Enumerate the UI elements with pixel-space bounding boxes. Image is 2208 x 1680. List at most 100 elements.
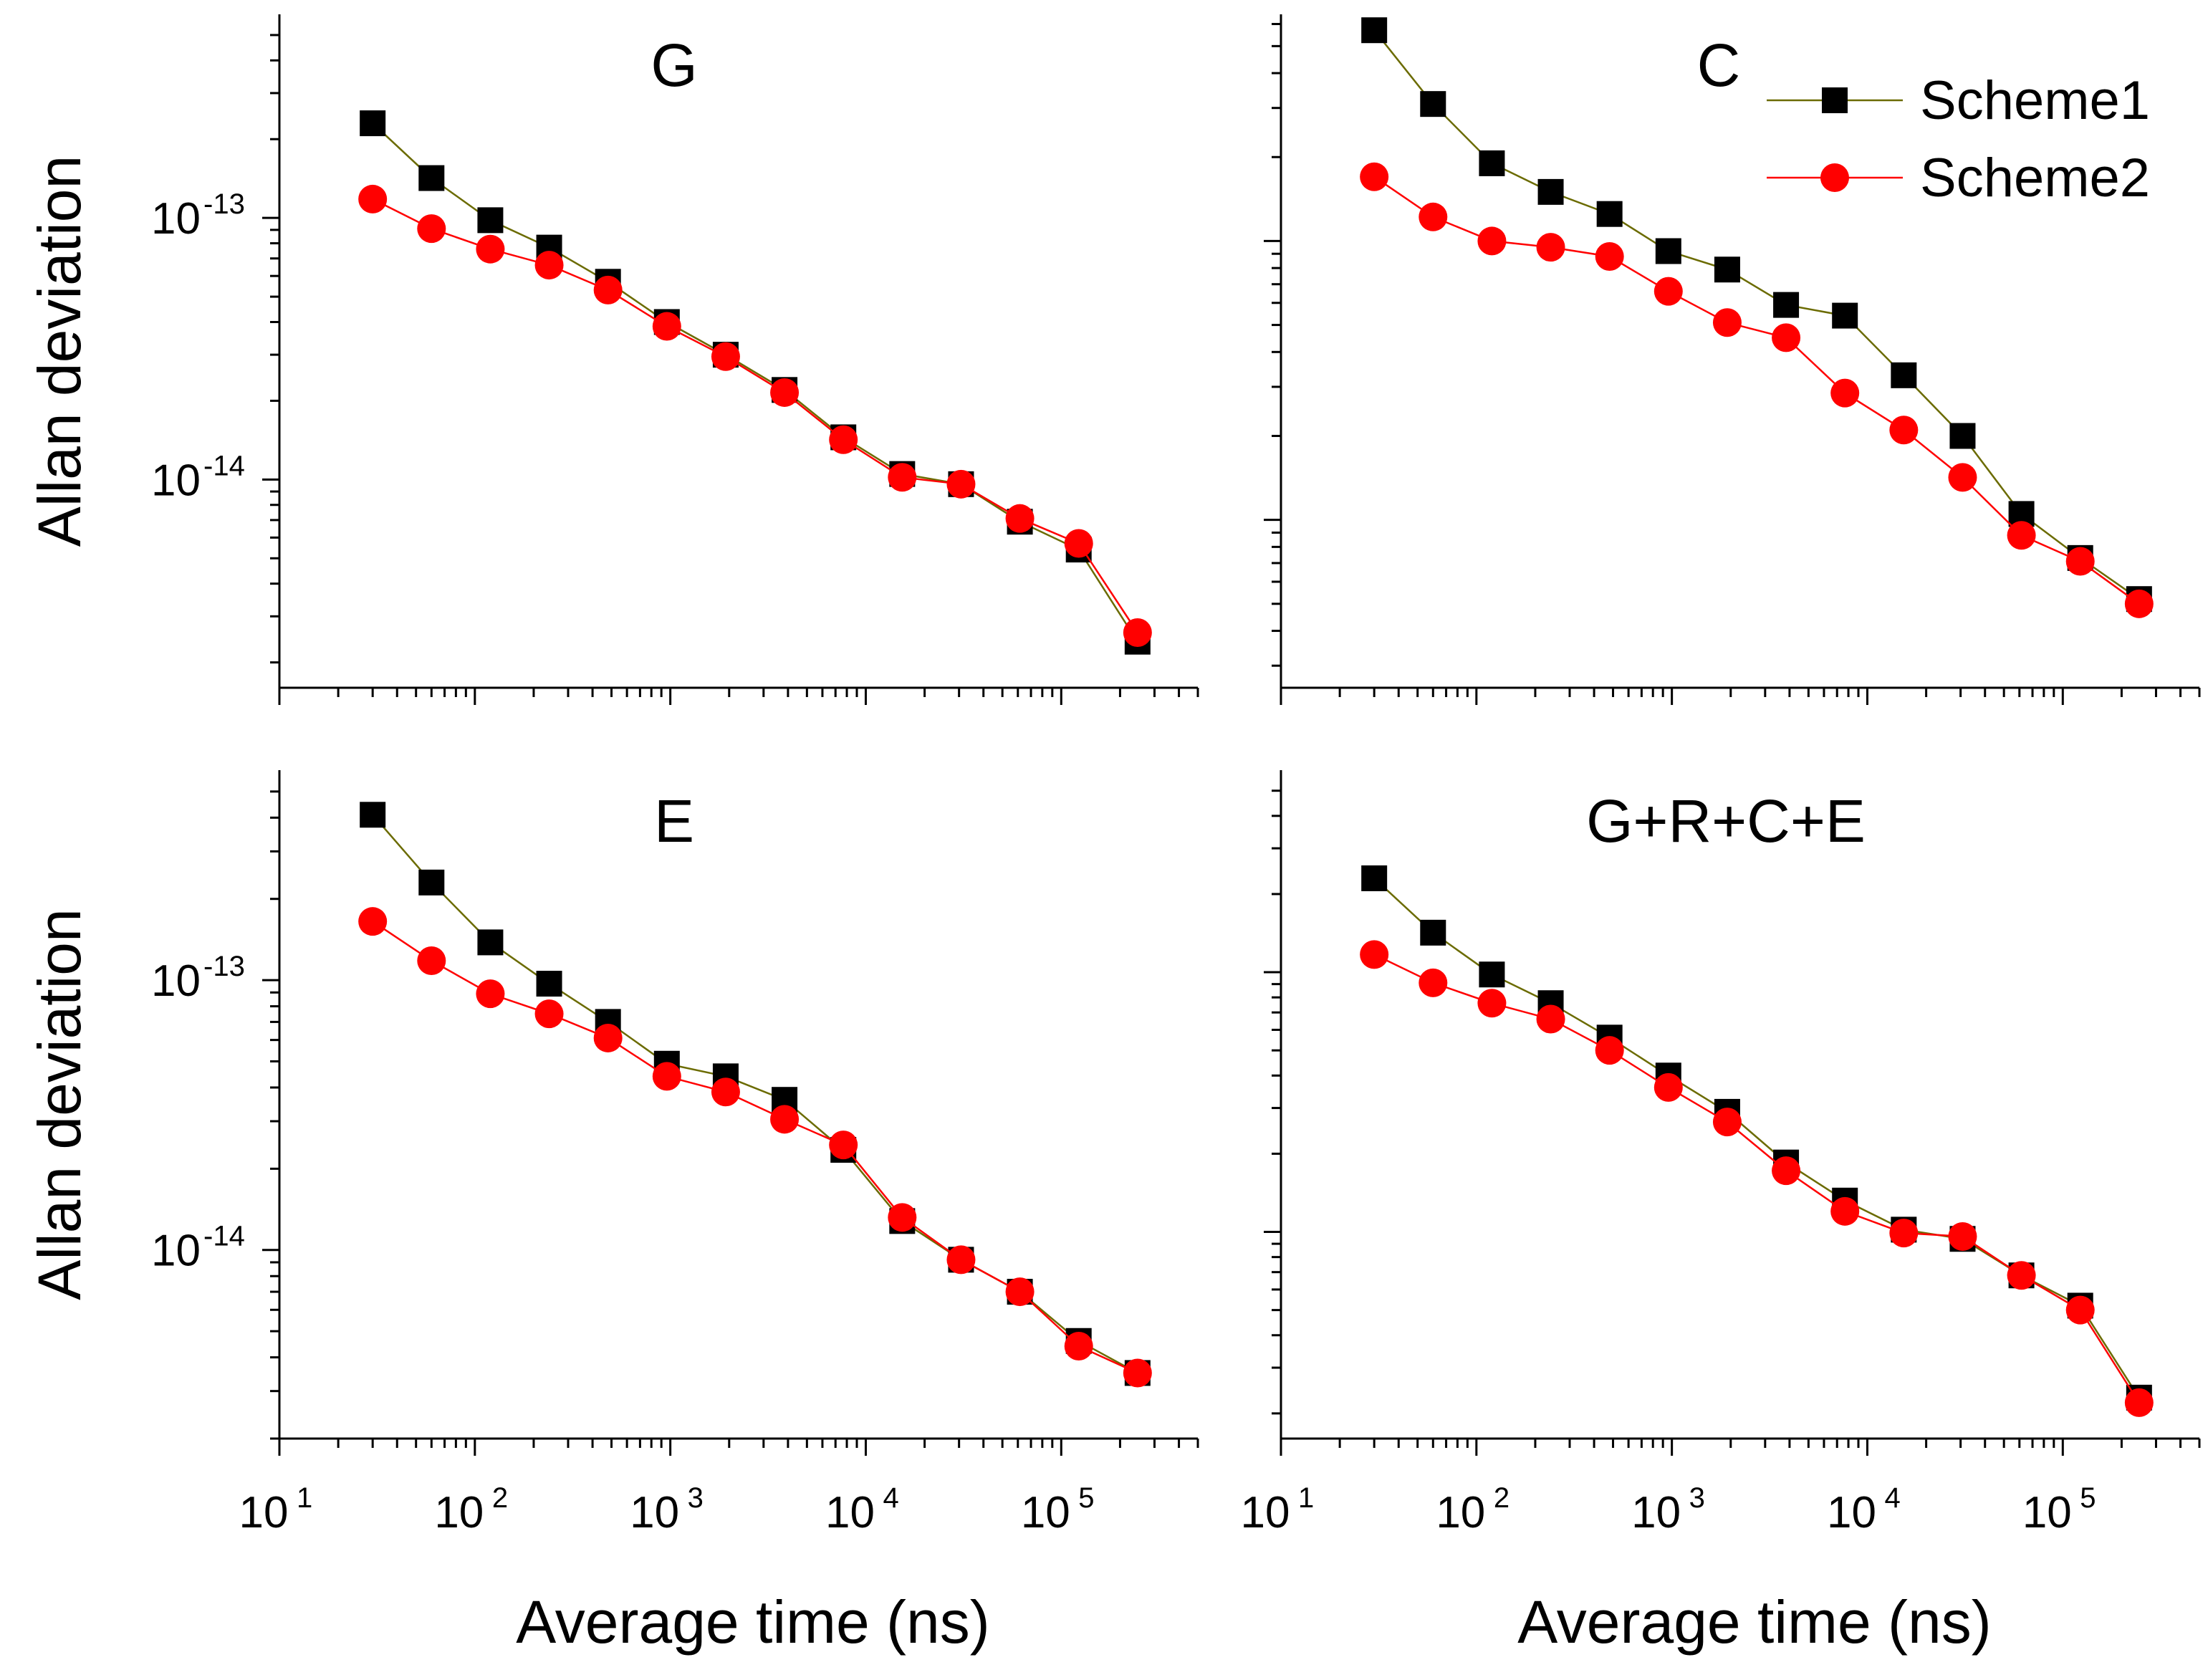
data-point-circle: [770, 1105, 800, 1134]
data-point-circle: [1653, 1072, 1683, 1102]
x-tick-label-exponent: 1: [297, 1482, 312, 1514]
legend-label: Scheme1: [1920, 70, 2150, 131]
y-tick-label: 10: [151, 1227, 201, 1276]
panel-title: G: [651, 32, 697, 99]
data-point-square: [1655, 238, 1681, 264]
data-point-circle: [1772, 1156, 1801, 1186]
data-point-square: [1420, 919, 1446, 946]
data-point-circle: [2065, 1295, 2095, 1325]
x-tick-label: 10: [1827, 1488, 1876, 1537]
data-point-circle: [829, 425, 858, 454]
panel-title: E: [654, 787, 694, 855]
data-point-square: [1361, 17, 1388, 44]
data-point-square: [360, 110, 386, 137]
series-scheme2: [1360, 162, 2154, 618]
data-point-square: [1773, 292, 1800, 318]
x-tick-label: 10: [239, 1488, 289, 1537]
data-point-circle: [652, 312, 681, 341]
data-point-circle: [1064, 1332, 1093, 1361]
x-tick-label-exponent: 1: [1298, 1482, 1314, 1514]
legend-marker-circle: [1820, 163, 1849, 192]
data-point-circle: [1123, 618, 1152, 647]
series-line: [1373, 954, 2140, 1403]
x-tick-label-exponent: 3: [1689, 1482, 1705, 1514]
data-point-circle: [888, 463, 917, 492]
data-point-circle: [1712, 1108, 1742, 1137]
y-axis-title: Allan deviation: [26, 155, 93, 547]
data-point-circle: [946, 469, 976, 499]
x-tick-label: 10: [434, 1488, 484, 1537]
data-point-circle: [1889, 1219, 1919, 1248]
data-point-circle: [476, 979, 505, 1009]
y-axis-title: Allan deviation: [26, 908, 93, 1300]
data-point-circle: [1948, 1221, 1977, 1251]
data-point-square: [477, 207, 504, 234]
data-point-square: [1949, 423, 1976, 449]
x-tick-label: 10: [1241, 1488, 1290, 1537]
series-scheme2: [358, 907, 1152, 1388]
series-scheme2: [1360, 940, 2154, 1417]
data-point-square: [1479, 961, 1505, 988]
data-point-circle: [1772, 323, 1801, 352]
x-axis-title: Average time (ns): [1517, 1588, 1991, 1656]
x-tick-label: 10: [1436, 1488, 1485, 1537]
legend-marker-square: [1822, 87, 1848, 113]
data-point-circle: [1830, 378, 1860, 408]
data-point-circle: [711, 342, 740, 371]
data-point-circle: [1536, 1004, 1565, 1034]
y-tick-label: 10: [151, 456, 201, 505]
data-point-circle: [1123, 1358, 1152, 1388]
data-point-square: [1479, 150, 1505, 176]
x-tick-label: 10: [2022, 1488, 2072, 1537]
data-point-circle: [1889, 416, 1919, 445]
x-tick-label-exponent: 5: [2080, 1482, 2096, 1514]
data-point-circle: [1477, 989, 1507, 1018]
data-point-circle: [1064, 529, 1093, 558]
x-tick-label: 10: [1021, 1488, 1070, 1537]
data-point-circle: [534, 999, 564, 1029]
data-point-circle: [534, 251, 564, 280]
data-point-circle: [2065, 547, 2095, 576]
data-point-circle: [417, 946, 446, 976]
x-tick-label-exponent: 4: [1884, 1482, 1900, 1514]
data-point-circle: [358, 184, 388, 213]
legend: Scheme1 Scheme2: [1767, 70, 2150, 208]
x-tick-label-exponent: 4: [883, 1482, 898, 1514]
data-point-circle: [2007, 521, 2036, 550]
data-point-circle: [1948, 463, 1977, 492]
data-point-circle: [1005, 1277, 1035, 1307]
data-point-circle: [711, 1077, 740, 1107]
chart-panel-2: C Scheme1 Scheme2: [1264, 14, 2201, 705]
x-tick-label: 10: [630, 1488, 679, 1537]
data-point-circle: [1005, 504, 1035, 533]
y-tick-label: 10: [151, 956, 201, 1006]
data-point-square: [360, 802, 386, 828]
data-point-circle: [652, 1062, 681, 1091]
series-scheme2: [358, 184, 1152, 647]
data-point-square: [1596, 201, 1623, 227]
data-point-square: [1832, 302, 1858, 329]
data-point-circle: [358, 907, 388, 936]
y-tick-label-exponent: -13: [203, 188, 245, 220]
data-point-circle: [476, 234, 505, 264]
x-tick-label-exponent: 2: [1494, 1482, 1509, 1514]
series-scheme1: [1361, 865, 2152, 1411]
series-scheme1: [360, 110, 1151, 655]
data-point-circle: [1360, 162, 1389, 191]
x-tick-label-exponent: 5: [1078, 1482, 1094, 1514]
series-line: [1373, 877, 2140, 1398]
data-point-circle: [1477, 226, 1507, 256]
data-point-circle: [888, 1203, 917, 1232]
data-point-square: [536, 971, 562, 997]
data-point-circle: [1830, 1196, 1860, 1226]
data-point-square: [477, 929, 504, 956]
y-tick-label-exponent: -14: [203, 450, 245, 481]
panel-title: C: [1697, 32, 1741, 99]
data-point-circle: [593, 275, 623, 304]
series-line: [372, 198, 1138, 633]
data-point-circle: [2124, 589, 2154, 618]
data-point-circle: [946, 1245, 976, 1275]
